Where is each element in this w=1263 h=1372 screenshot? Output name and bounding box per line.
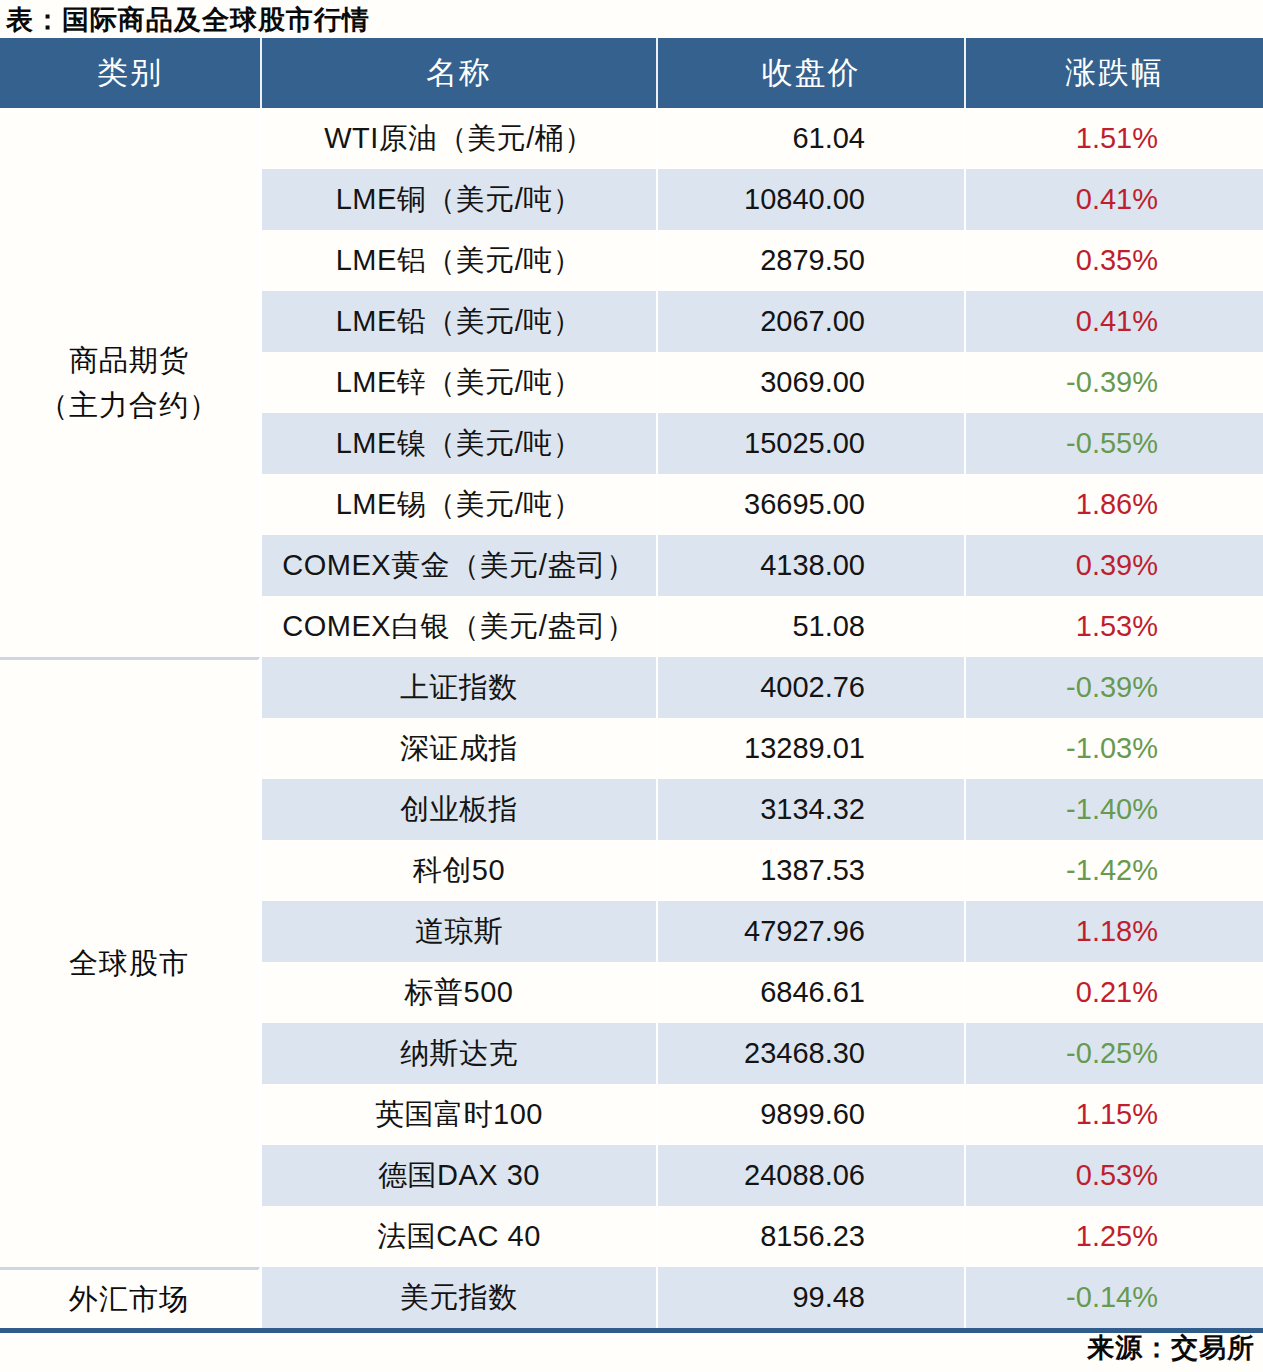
change-pct-cell: -1.42% — [964, 840, 1263, 901]
close-price-cell: 23468.30 — [656, 1023, 964, 1084]
close-price-cell: 6846.61 — [656, 962, 964, 1023]
change-pct-cell: -0.55% — [964, 413, 1263, 474]
instrument-name-cell: LME镍（美元/吨） — [260, 413, 656, 474]
instrument-name-cell: 德国DAX 30 — [260, 1145, 656, 1206]
instrument-name-cell: 法国CAC 40 — [260, 1206, 656, 1267]
close-price-cell: 9899.60 — [656, 1084, 964, 1145]
change-pct-cell: 1.86% — [964, 474, 1263, 535]
change-pct-cell: -0.25% — [964, 1023, 1263, 1084]
close-price-cell: 51.08 — [656, 596, 964, 657]
instrument-name-cell: COMEX黄金（美元/盎司） — [260, 535, 656, 596]
change-pct-cell: 0.41% — [964, 169, 1263, 230]
close-price-cell: 24088.06 — [656, 1145, 964, 1206]
change-pct-cell: 0.35% — [964, 230, 1263, 291]
instrument-name-cell: 英国富时100 — [260, 1084, 656, 1145]
instrument-name-cell: 上证指数 — [260, 657, 656, 718]
close-price-cell: 47927.96 — [656, 901, 964, 962]
header-col-change-pct: 涨跌幅 — [964, 38, 1263, 108]
close-price-cell: 10840.00 — [656, 169, 964, 230]
change-pct-cell: 1.51% — [964, 108, 1263, 169]
close-price-cell: 15025.00 — [656, 413, 964, 474]
close-price-cell: 36695.00 — [656, 474, 964, 535]
change-pct-cell: -1.40% — [964, 779, 1263, 840]
header-col-close-price: 收盘价 — [656, 38, 964, 108]
close-price-cell: 8156.23 — [656, 1206, 964, 1267]
close-price-cell: 4002.76 — [656, 657, 964, 718]
source-note: 来源：交易所 — [1087, 1330, 1255, 1366]
close-price-cell: 3069.00 — [656, 352, 964, 413]
header-col-name: 名称 — [260, 38, 656, 108]
close-price-cell: 61.04 — [656, 108, 964, 169]
instrument-name-cell: 创业板指 — [260, 779, 656, 840]
change-pct-cell: -0.39% — [964, 657, 1263, 718]
market-report-page: 表：国际商品及全球股市行情 类别 名称 收盘价 涨跌幅 商品期货 （主力合约） … — [0, 0, 1263, 1372]
close-price-cell: 13289.01 — [656, 718, 964, 779]
change-pct-cell: 0.53% — [964, 1145, 1263, 1206]
instrument-name-cell: LME铝（美元/吨） — [260, 230, 656, 291]
change-pct-cell: 0.41% — [964, 291, 1263, 352]
change-pct-cell: -0.39% — [964, 352, 1263, 413]
market-table: 类别 名称 收盘价 涨跌幅 商品期货 （主力合约） 全球股市 外汇市场 WTI原… — [0, 38, 1263, 1333]
change-pct-cell: -1.03% — [964, 718, 1263, 779]
change-pct-cell: 1.53% — [964, 596, 1263, 657]
instrument-name-cell: 科创50 — [260, 840, 656, 901]
instrument-name-cell: LME锡（美元/吨） — [260, 474, 656, 535]
change-pct-cell: -0.14% — [964, 1267, 1263, 1328]
instrument-name-cell: COMEX白银（美元/盎司） — [260, 596, 656, 657]
change-pct-cell: 1.15% — [964, 1084, 1263, 1145]
close-price-cell: 4138.00 — [656, 535, 964, 596]
instrument-name-cell: 纳斯达克 — [260, 1023, 656, 1084]
instrument-name-cell: 道琼斯 — [260, 901, 656, 962]
header-col-category: 类别 — [0, 38, 260, 108]
instrument-name-cell: WTI原油（美元/桶） — [260, 108, 656, 169]
instrument-name-cell: LME锌（美元/吨） — [260, 352, 656, 413]
table-title: 表：国际商品及全球股市行情 — [0, 0, 1263, 38]
instrument-name-cell: 深证成指 — [260, 718, 656, 779]
close-price-cell: 3134.32 — [656, 779, 964, 840]
instrument-name-cell: LME铅（美元/吨） — [260, 291, 656, 352]
close-price-cell: 1387.53 — [656, 840, 964, 901]
close-price-cell: 2067.00 — [656, 291, 964, 352]
close-price-cell: 2879.50 — [656, 230, 964, 291]
change-pct-cell: 1.25% — [964, 1206, 1263, 1267]
instrument-name-cell: 标普500 — [260, 962, 656, 1023]
change-pct-cell: 0.39% — [964, 535, 1263, 596]
category-cell-fx-market: 外汇市场 — [0, 1267, 260, 1328]
instrument-name-cell: LME铜（美元/吨） — [260, 169, 656, 230]
category-cell-global-equities: 全球股市 — [0, 657, 260, 1267]
change-pct-cell: 0.21% — [964, 962, 1263, 1023]
category-cell-commodity-futures: 商品期货 （主力合约） — [0, 108, 260, 657]
change-pct-cell: 1.18% — [964, 901, 1263, 962]
instrument-name-cell: 美元指数 — [260, 1267, 656, 1328]
close-price-cell: 99.48 — [656, 1267, 964, 1328]
